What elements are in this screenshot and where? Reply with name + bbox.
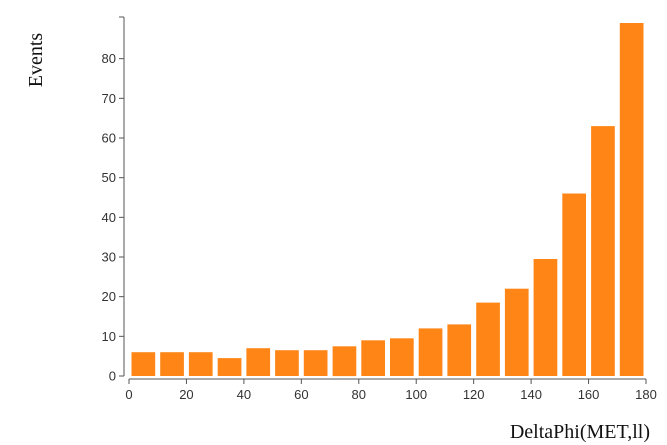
bar-11 — [447, 324, 472, 376]
bar-15 — [562, 193, 586, 376]
bar-1 — [160, 352, 184, 376]
bar-12 — [476, 302, 500, 376]
x-tick-label: 120 — [463, 387, 485, 402]
y-tick-label: 10 — [102, 329, 116, 344]
y-tick-label: 50 — [102, 170, 116, 185]
y-axis-label: Events — [25, 33, 47, 88]
x-axis-label: DeltaPhi(MET,ll) — [510, 421, 650, 443]
bar-16 — [591, 126, 615, 376]
x-tick-label: 180 — [635, 387, 657, 402]
y-tick-label: 80 — [102, 51, 116, 66]
bar-3 — [217, 358, 242, 376]
x-tick-label: 20 — [179, 387, 193, 402]
bar-7 — [332, 346, 357, 377]
bar-13 — [504, 288, 529, 376]
y-tick-label: 60 — [102, 131, 116, 146]
y-tick-label: 30 — [102, 250, 116, 265]
bar-17 — [619, 23, 644, 376]
y-tick-label: 40 — [102, 210, 116, 225]
bar-5 — [275, 350, 299, 376]
y-tick-label: 20 — [102, 289, 116, 304]
x-tick-label: 140 — [520, 387, 542, 402]
x-tick-label: 60 — [294, 387, 308, 402]
y-tick-label: 0 — [109, 369, 116, 384]
x-tick-label: 0 — [125, 387, 132, 402]
bar-10 — [418, 328, 443, 376]
bar-14 — [533, 259, 558, 376]
bar-8 — [361, 340, 385, 376]
x-tick-label: 80 — [352, 387, 366, 402]
x-tick-label: 40 — [237, 387, 251, 402]
bar-9 — [390, 338, 414, 376]
bars-group — [131, 23, 644, 377]
y-tick-label: 70 — [102, 91, 116, 106]
y-axis-ticks: 0 10 20 30 40 50 60 70 80 — [102, 16, 124, 384]
bar-4 — [246, 348, 271, 376]
bar-2 — [188, 352, 213, 376]
x-axis-ticks: 0 20 40 60 80 100 120 140 160 180 — [125, 379, 657, 402]
bar-6 — [303, 350, 328, 376]
x-tick-label: 160 — [578, 387, 600, 402]
bar-0 — [131, 352, 156, 376]
x-tick-label: 100 — [405, 387, 427, 402]
